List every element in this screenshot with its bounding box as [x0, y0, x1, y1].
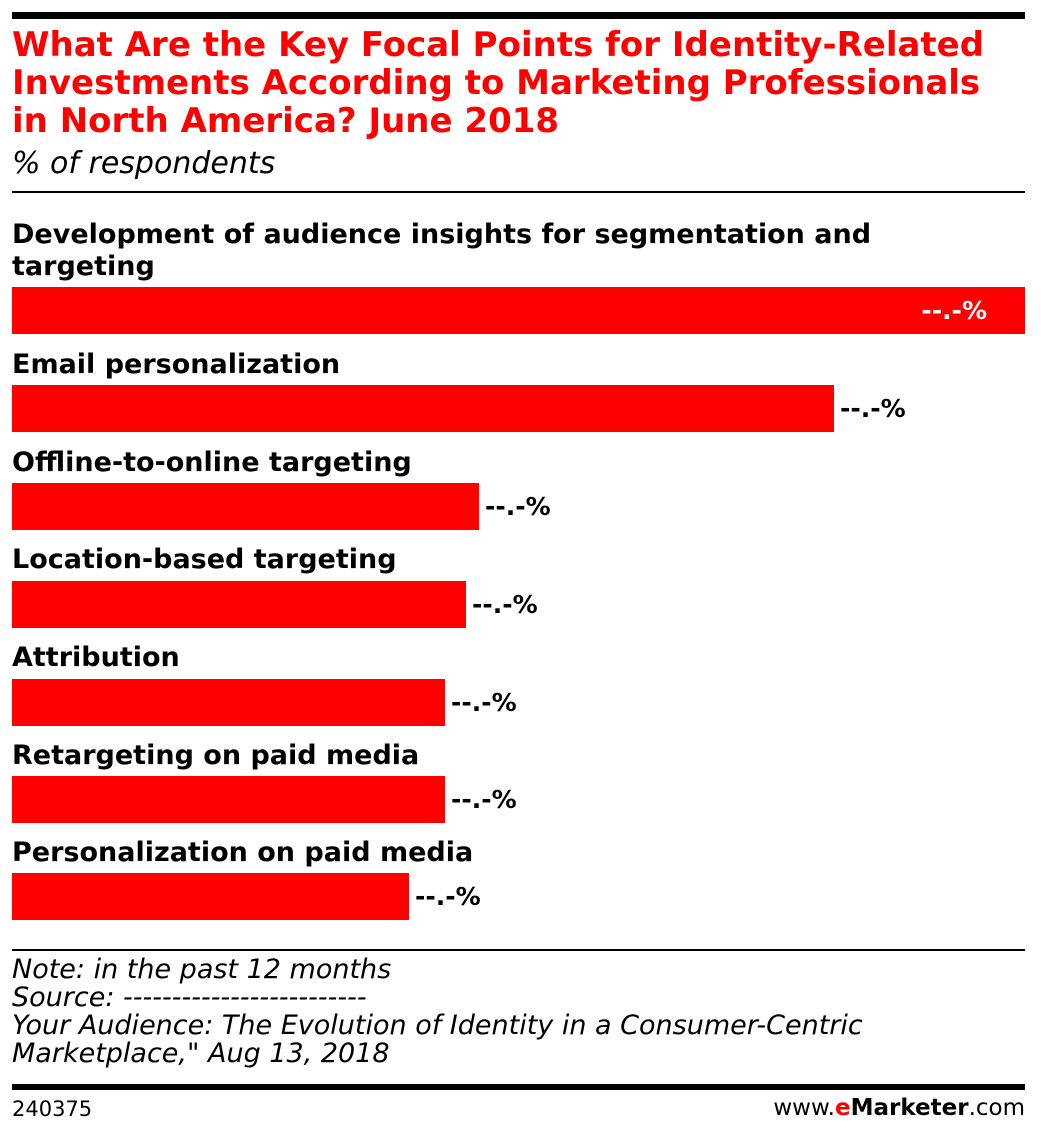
- source-text: Source: -------------------------: [12, 982, 367, 1013]
- chart-title: What Are the Key Focal Points for Identi…: [12, 25, 985, 141]
- chart-id: 240375: [12, 1097, 93, 1121]
- category-label: Location-based targeting: [12, 544, 397, 575]
- category-label: Email personalization: [12, 349, 341, 380]
- value-label: --.-%: [485, 492, 551, 521]
- note-text: Note: in the past 12 months: [12, 954, 392, 985]
- chart-subtitle: % of respondents: [12, 146, 276, 181]
- value-label: --.-%: [921, 296, 987, 325]
- notes-block: Note: in the past 12 months Source: ----…: [12, 956, 1022, 1068]
- brand-e: e: [834, 1095, 851, 1121]
- brand-suffix: .com: [968, 1095, 1025, 1121]
- bar: [12, 873, 409, 920]
- value-label: --.-%: [415, 882, 481, 911]
- bottom-rule: [12, 1084, 1025, 1090]
- category-label: Development of audience insights for seg…: [12, 219, 872, 282]
- header-divider: [12, 191, 1025, 193]
- bar: [12, 679, 445, 726]
- value-label: --.-%: [472, 590, 538, 619]
- source-title: Your Audience: The Evolution of Identity…: [12, 1010, 863, 1041]
- value-label: --.-%: [840, 394, 906, 423]
- source-title-cont: Marketplace," Aug 13, 2018: [12, 1038, 390, 1069]
- bar: [12, 385, 834, 432]
- category-label: Offline-to-online targeting: [12, 447, 412, 478]
- brand-name: Marketer: [850, 1095, 969, 1121]
- value-label: --.-%: [451, 785, 517, 814]
- category-label: Personalization on paid media: [12, 837, 474, 868]
- category-label: Retargeting on paid media: [12, 740, 420, 771]
- top-rule: [12, 12, 1025, 19]
- brand-prefix: www.: [773, 1095, 835, 1121]
- bar: [12, 287, 1025, 334]
- category-label: Attribution: [12, 642, 180, 673]
- brand-url[interactable]: www.eMarketer.com: [773, 1094, 1025, 1122]
- bar: [12, 483, 479, 530]
- value-label: --.-%: [451, 688, 517, 717]
- bar: [12, 776, 445, 823]
- notes-divider: [12, 949, 1025, 951]
- bar: [12, 581, 466, 628]
